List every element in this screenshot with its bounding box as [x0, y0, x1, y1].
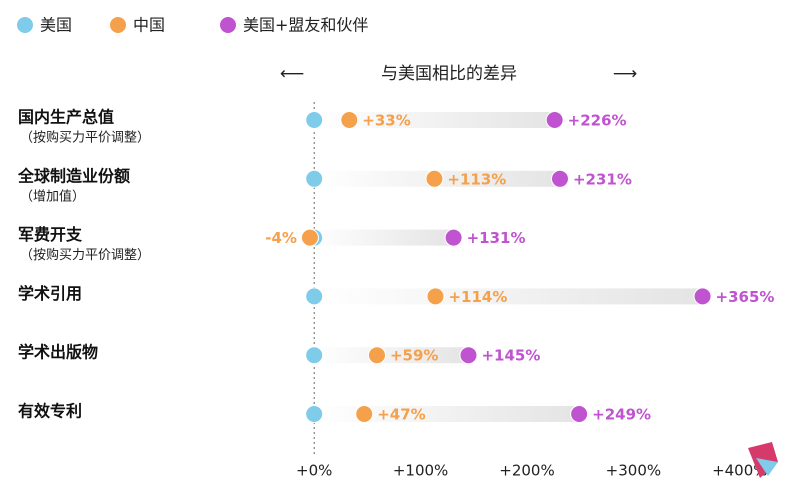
- range-bar: [314, 347, 469, 364]
- category-label: 学术出版物: [18, 343, 98, 362]
- range-bar: [314, 112, 555, 128]
- value-label: -4%: [265, 229, 297, 247]
- category-label: 学术引用: [18, 284, 82, 303]
- dot: [367, 346, 386, 365]
- x-tick-label: +300%: [606, 462, 661, 480]
- range-bar: [309, 229, 454, 246]
- value-label: +131%: [467, 229, 526, 247]
- x-tick-label: +200%: [499, 462, 554, 480]
- arrow-right: ⟶: [613, 64, 637, 84]
- dot: [693, 287, 712, 306]
- x-tick-label: +400%: [712, 462, 767, 480]
- legend-marker: [17, 17, 33, 33]
- dot: [305, 287, 324, 306]
- value-label: +59%: [390, 347, 438, 365]
- dot: [550, 169, 569, 188]
- dot: [570, 405, 589, 423]
- category-label: 全球制造业份额: [17, 166, 130, 185]
- value-label: +33%: [362, 112, 410, 130]
- value-label: +145%: [481, 347, 540, 365]
- arrow-left: ⟵: [280, 64, 304, 84]
- dot: [545, 111, 564, 129]
- dot: [355, 405, 374, 423]
- dot: [300, 228, 319, 247]
- category-note: （增加值）: [20, 188, 85, 204]
- category-label: 国内生产总值: [18, 108, 114, 127]
- dot: [305, 346, 324, 365]
- dot: [459, 346, 478, 365]
- dot: [444, 228, 463, 247]
- x-tick-label: +0%: [296, 462, 332, 480]
- x-tick-label: +100%: [393, 462, 448, 480]
- value-label: +226%: [568, 112, 627, 130]
- category-note: （按购买力平价调整）: [20, 247, 150, 263]
- value-label: +249%: [592, 406, 651, 424]
- dot: [305, 111, 324, 129]
- legend-label: 美国: [40, 16, 72, 35]
- value-label: +47%: [377, 406, 425, 424]
- category-label: 军费开支: [18, 225, 83, 244]
- value-label: +231%: [573, 170, 632, 188]
- value-label: +365%: [716, 288, 775, 306]
- value-label: +113%: [447, 170, 506, 188]
- axis-label: 与美国相比的差异: [381, 64, 517, 84]
- dot: [426, 287, 445, 306]
- category-label: 有效专利: [18, 402, 82, 421]
- category-note: （按购买力平价调整）: [20, 130, 150, 146]
- legend-marker: [110, 17, 126, 33]
- legend-marker: [220, 17, 236, 33]
- dot: [425, 169, 444, 188]
- legend-label: 中国: [133, 16, 165, 35]
- legend-label: 美国+盟友和伙伴: [243, 16, 368, 35]
- dot: [340, 111, 359, 129]
- range-bar: [314, 288, 703, 305]
- dot: [305, 169, 324, 188]
- range-bar: [314, 406, 580, 422]
- logo: [748, 442, 778, 478]
- dot: [305, 405, 324, 423]
- value-label: +114%: [448, 288, 507, 306]
